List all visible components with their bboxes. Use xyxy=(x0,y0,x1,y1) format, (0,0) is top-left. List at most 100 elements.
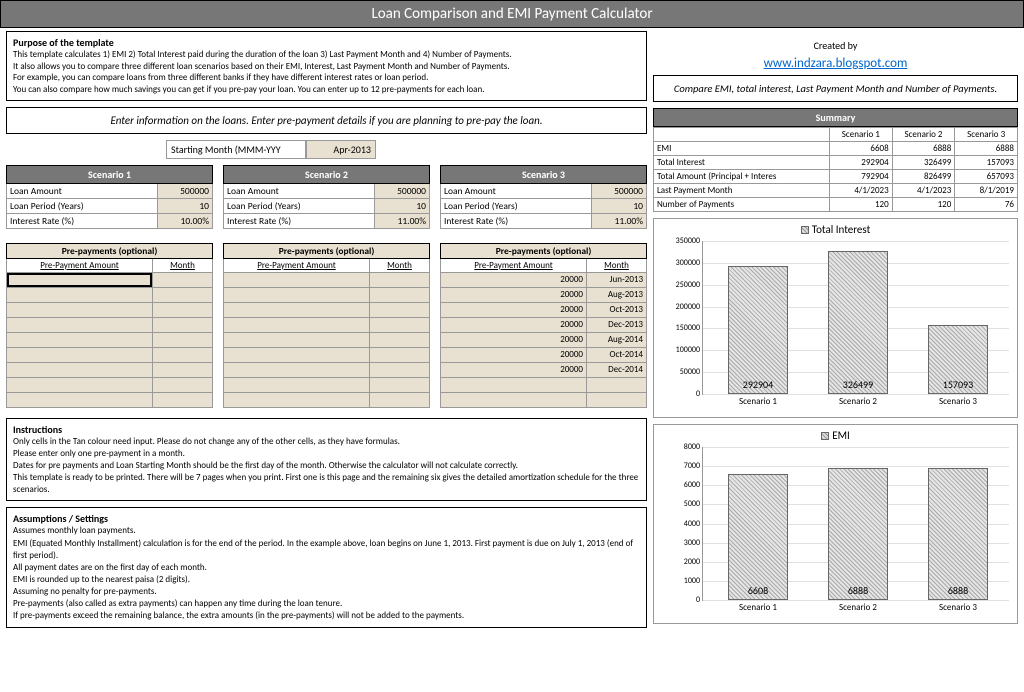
prepay-amount-input[interactable]: 20000 xyxy=(441,273,586,287)
prepay-amount-input[interactable]: 20000 xyxy=(441,348,586,362)
prepay-amount-input[interactable] xyxy=(7,363,152,377)
prepay-amount-input[interactable]: 20000 xyxy=(441,318,586,332)
y-axis-label: 3000 xyxy=(684,538,703,548)
prepay-month-input[interactable]: Dec-2014 xyxy=(586,363,646,377)
prepay-month-input[interactable] xyxy=(152,393,212,407)
assumption-line: Pre-payments (also called as extra payme… xyxy=(13,598,640,610)
prepay-month-input[interactable] xyxy=(369,348,429,362)
loan-amount-input[interactable]: 500000 xyxy=(157,184,212,198)
scenario-title: Scenario 1 xyxy=(6,165,213,184)
prepay-month-input[interactable] xyxy=(152,288,212,302)
chart-bar: 326499 xyxy=(828,251,888,394)
prepay-amount-input[interactable] xyxy=(224,333,369,347)
prepay-month-input[interactable] xyxy=(152,303,212,317)
prepay-amount-input[interactable] xyxy=(7,273,152,287)
starting-month-row: Starting Month (MMM-YYY Apr-2013 xyxy=(166,140,647,159)
chart-emi: EMI 010002000300040005000600070008000660… xyxy=(653,424,1018,624)
prepay-amount-input[interactable] xyxy=(7,288,152,302)
website-link[interactable]: www.indzara.blogspot.com xyxy=(653,56,1018,71)
prepay-month-input[interactable]: Aug-2013 xyxy=(586,288,646,302)
prepay-month-input[interactable] xyxy=(152,348,212,362)
y-axis-label: 100000 xyxy=(676,345,703,355)
prepay-amount-input[interactable] xyxy=(7,393,152,407)
prepay-amount-input[interactable] xyxy=(224,378,369,392)
interest-rate-input[interactable]: 11.00% xyxy=(591,214,646,228)
loan-period-input[interactable]: 10 xyxy=(374,199,429,213)
summary-row-label: Last Payment Month xyxy=(654,184,830,198)
y-axis-label: 0 xyxy=(696,389,703,399)
chart-bar: 6888 xyxy=(828,468,888,600)
prepay-month-input[interactable] xyxy=(369,288,429,302)
loan-amount-label: Loan Amount xyxy=(7,184,157,198)
loan-amount-input[interactable]: 500000 xyxy=(374,184,429,198)
prepay-amount-input[interactable] xyxy=(7,333,152,347)
starting-month-input[interactable]: Apr-2013 xyxy=(306,140,376,159)
assumption-line: If pre-payments exceed the remaining bal… xyxy=(13,610,640,622)
prepay-amount-input[interactable] xyxy=(7,303,152,317)
loan-period-label: Loan Period (Years) xyxy=(7,199,157,213)
loan-amount-input[interactable]: 500000 xyxy=(591,184,646,198)
loan-period-label: Loan Period (Years) xyxy=(441,199,591,213)
prepay-amount-input[interactable]: 20000 xyxy=(441,363,586,377)
prepay-month-input[interactable] xyxy=(369,363,429,377)
prepay-month-input[interactable] xyxy=(152,333,212,347)
prepay-month-input[interactable]: Oct-2013 xyxy=(586,303,646,317)
loan-period-input[interactable]: 10 xyxy=(157,199,212,213)
prepay-amount-input[interactable] xyxy=(7,348,152,362)
prepay-month-input[interactable]: Aug-2014 xyxy=(586,333,646,347)
prepay-month-input[interactable] xyxy=(369,378,429,392)
instructions-heading: Instructions xyxy=(13,423,640,436)
prepay-month-input[interactable] xyxy=(152,363,212,377)
assumptions-heading: Assumptions / Settings xyxy=(13,512,640,525)
x-axis-label: Scenario 2 xyxy=(818,600,898,613)
interest-rate-input[interactable]: 10.00% xyxy=(157,214,212,228)
prepay-month-input[interactable] xyxy=(586,378,646,392)
summary-value: 120 xyxy=(892,198,955,212)
prepay-month-input[interactable] xyxy=(586,393,646,407)
prepay-month-input[interactable] xyxy=(152,318,212,332)
prepay-month-col: Month xyxy=(152,259,212,272)
chart-total-interest: Total Interest 0500001000001500002000002… xyxy=(653,218,1018,418)
prepay-month-input[interactable]: Jun-2013 xyxy=(586,273,646,287)
summary-value: 76 xyxy=(955,198,1018,212)
loan-period-input[interactable]: 10 xyxy=(591,199,646,213)
prepay-amount-input[interactable] xyxy=(7,318,152,332)
prepay-amount-input[interactable]: 20000 xyxy=(441,288,586,302)
summary-value: 792904 xyxy=(829,170,892,184)
created-by-label: Created by xyxy=(653,39,1018,52)
prepay-month-input[interactable] xyxy=(152,378,212,392)
prepay-amount-input[interactable] xyxy=(441,393,586,407)
prepay-month-input[interactable] xyxy=(369,273,429,287)
assumptions-box: Assumptions / Settings Assumes monthly l… xyxy=(6,507,647,627)
prepay-amount-input[interactable] xyxy=(224,318,369,332)
prepay-month-input[interactable]: Dec-2013 xyxy=(586,318,646,332)
prepay-amount-input[interactable] xyxy=(441,378,586,392)
chart-bar: 6888 xyxy=(928,468,988,600)
prepay-amount-input[interactable] xyxy=(224,288,369,302)
prepay-amount-input[interactable] xyxy=(224,303,369,317)
purpose-box: Purpose of the template This template ca… xyxy=(6,31,647,101)
prepay-amount-input[interactable]: 20000 xyxy=(441,333,586,347)
summary-value: 4/1/2023 xyxy=(829,184,892,198)
prepay-month-input[interactable] xyxy=(369,303,429,317)
bar-value-label: 6888 xyxy=(929,584,987,597)
prepay-month-input[interactable] xyxy=(369,333,429,347)
x-axis-label: Scenario 3 xyxy=(918,394,998,407)
prepay-amount-input[interactable] xyxy=(7,378,152,392)
interest-rate-input[interactable]: 11.00% xyxy=(374,214,429,228)
compare-info-box: Compare EMI, total interest, Last Paymen… xyxy=(653,75,1018,102)
x-axis-label: Scenario 1 xyxy=(718,394,798,407)
prepay-amount-input[interactable]: 20000 xyxy=(441,303,586,317)
summary-row-label: Number of Payments xyxy=(654,198,830,212)
prepay-amount-input[interactable] xyxy=(224,273,369,287)
y-axis-label: 2000 xyxy=(684,557,703,567)
summary-col: Scenario 3 xyxy=(955,128,1018,142)
prepay-amount-input[interactable] xyxy=(224,348,369,362)
prepay-month-input[interactable] xyxy=(369,318,429,332)
prepay-month-input[interactable] xyxy=(152,273,212,287)
prepay-block-2: Pre-payments (optional) Pre-Payment Amou… xyxy=(223,243,430,408)
prepay-amount-input[interactable] xyxy=(224,393,369,407)
prepay-month-input[interactable] xyxy=(369,393,429,407)
prepay-amount-input[interactable] xyxy=(224,363,369,377)
prepay-month-input[interactable]: Oct-2014 xyxy=(586,348,646,362)
